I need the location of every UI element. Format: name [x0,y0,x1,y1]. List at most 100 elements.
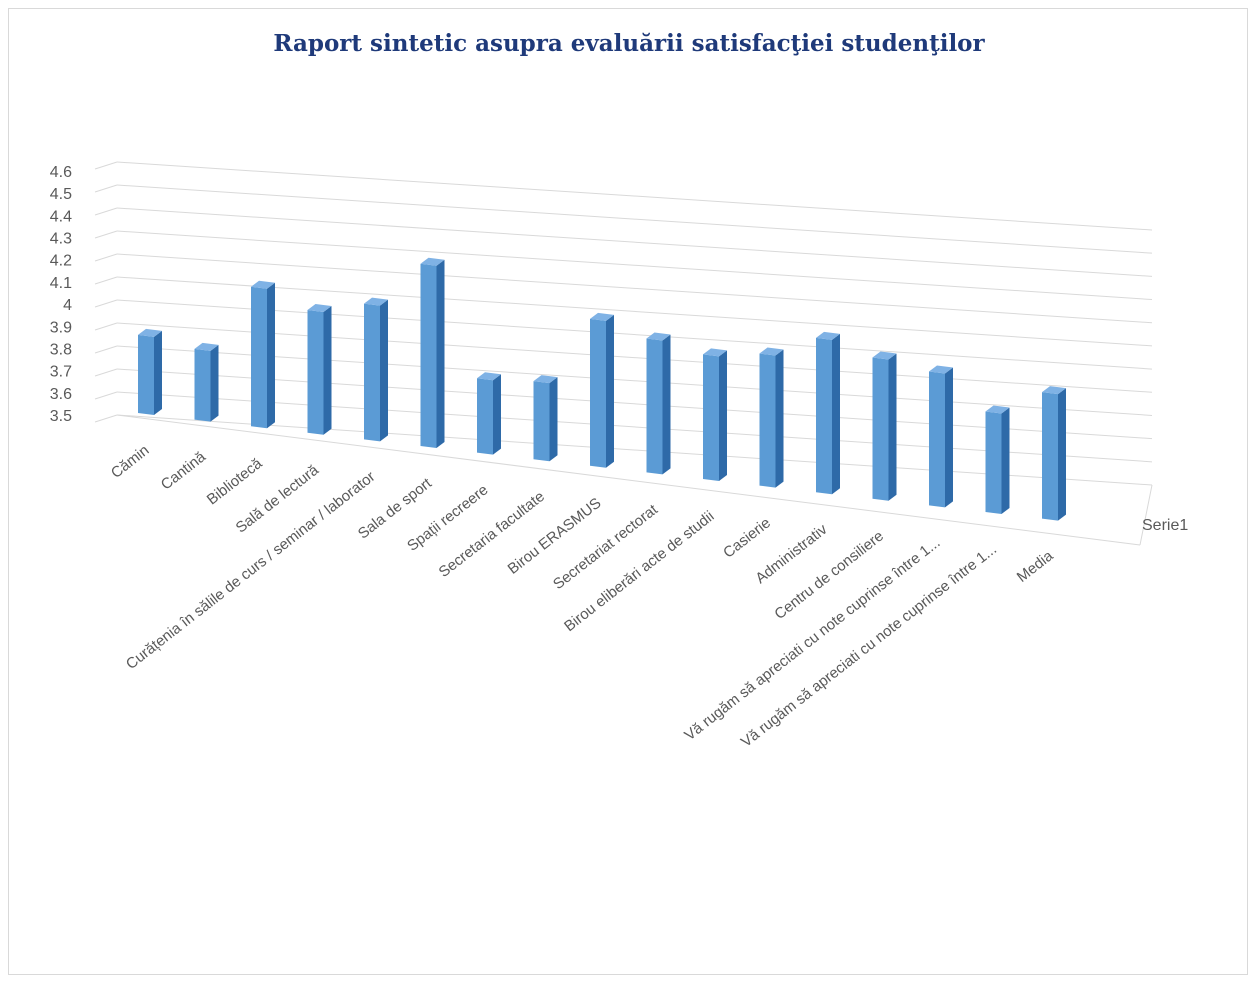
bar-side [210,344,219,422]
y-tick-label: 3.8 [50,341,72,358]
gridline [116,368,1153,440]
bar-top [759,347,784,356]
bar [364,297,388,442]
y-tick-label: 3.9 [50,319,72,336]
bar-side [775,349,784,488]
floor-edge [116,414,1141,546]
gridlines [94,161,1153,546]
gridline [116,230,1153,301]
bar-side [436,259,445,448]
bar-front [929,371,945,508]
category-label: Cantină [158,448,210,494]
y-tick-label: 3.6 [50,386,72,403]
gridline [116,161,1153,231]
bar [1042,386,1066,521]
bar-side [888,353,897,501]
bar-front [872,357,889,501]
bar-front [477,378,493,455]
y-axis-ticks: 3.5 3.6 3.7 3.8 3.9 4 4.1 4.2 4.3 4.4 4.5 4.6 [50,164,72,425]
category-label: Casierie [720,514,774,561]
bar [703,348,727,481]
bar-top [138,328,162,337]
bar-front [138,334,154,415]
bar-side [1001,407,1010,514]
category-label: Vă rugăm să apreciati cu note cuprinse î… [681,534,943,744]
bar [477,372,501,455]
gridline [116,414,1153,486]
chart-title: Raport sintetic asupra evaluării satisfa… [273,30,985,57]
bar [816,331,840,495]
category-label: Media [1014,547,1057,586]
gridline [116,322,1153,393]
bar-top [646,332,671,341]
bar-front [533,381,550,462]
bar [985,405,1010,514]
bar-side [493,374,501,455]
bar-top [194,342,219,351]
y-tick-label: 4.3 [50,231,72,248]
gridline [116,184,1153,254]
bars [138,257,1066,521]
chart-frame [8,8,1248,975]
gridline-tick [94,253,118,262]
bar [590,312,614,468]
gridline-tick [94,391,118,400]
y-tick-label: 4.6 [50,164,72,181]
bar-front [646,338,663,475]
gridline-tick [94,161,118,170]
bar-top [364,297,388,306]
bar-front [703,354,719,481]
category-label: Secretaria facultate [436,488,548,581]
gridline-tick [94,345,118,354]
bar-front [590,318,606,468]
bar [533,375,558,462]
bar-top [307,304,332,313]
y-tick-label: 4.4 [50,208,72,225]
y-tick-label: 4.5 [50,186,72,203]
bar-front [307,310,324,435]
gridline [116,276,1153,347]
bar [929,365,953,508]
bar-side [323,306,332,435]
bar-top [1042,386,1066,395]
bar-front [420,263,437,448]
bar [872,351,897,501]
bar-front [364,303,380,442]
bar [420,257,445,448]
bar-side [662,334,671,475]
gridline [116,253,1153,324]
category-label: Bibliotecă [204,455,266,509]
bar-side [606,314,614,468]
gridline [116,299,1153,370]
bar-front [816,337,832,495]
gridline [116,391,1153,463]
bar-top [985,405,1010,414]
y-tick-label: 4 [63,297,72,314]
gridline-tick [94,368,118,377]
bar [307,304,332,435]
bar-side [1058,388,1066,521]
bar-front [985,411,1002,514]
bar-front [759,353,776,488]
bar [759,347,784,488]
category-label: Secretariat rectorat [550,501,662,593]
bar-side [154,330,162,415]
category-label: Centru de consiliere [771,528,887,624]
bar-front [194,348,211,422]
bar-top [251,280,275,289]
bar-front [1042,392,1058,521]
bar-side [267,282,275,429]
bar-top [477,372,501,381]
bar-top [533,375,558,384]
bar [194,342,219,422]
bar-top [929,365,953,374]
bar-top [872,351,897,360]
gridline-tick [94,230,118,239]
gridline-tick [94,276,118,285]
gridline-tick [94,207,118,216]
bar-side [832,333,840,495]
bar-side [549,377,558,462]
bar-top [420,257,445,266]
gridline [116,207,1153,277]
